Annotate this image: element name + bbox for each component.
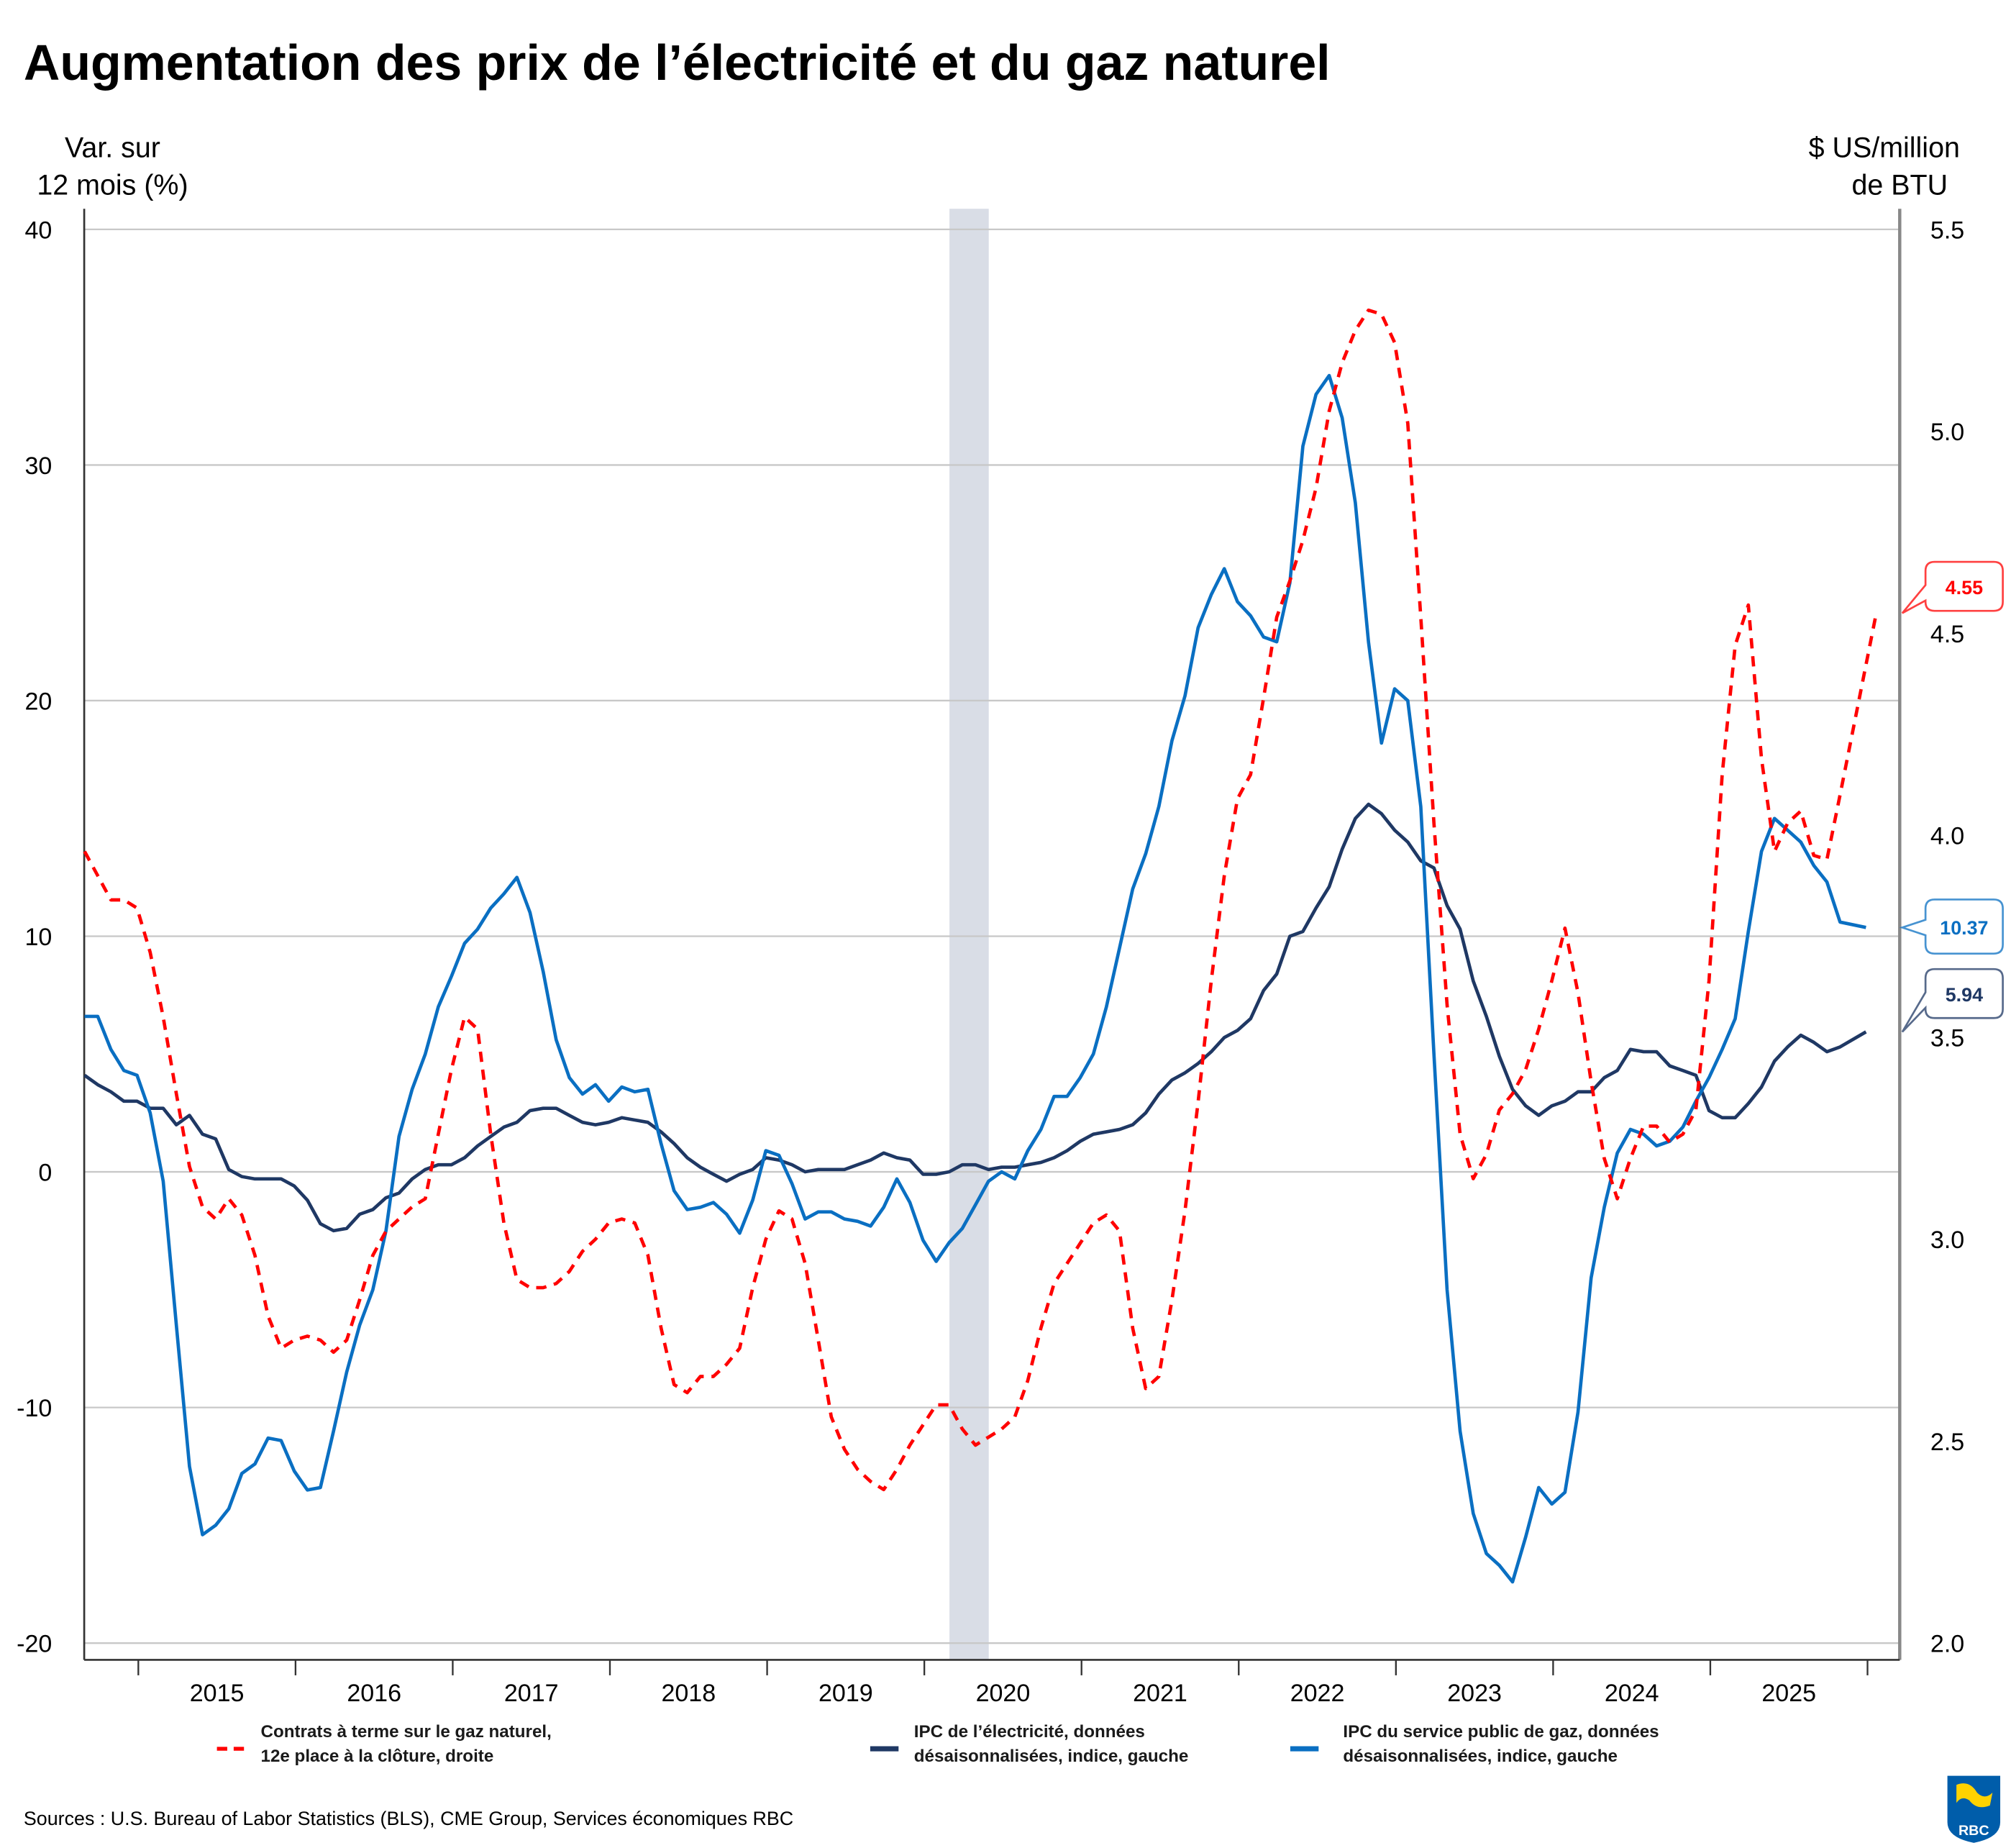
recession-shading <box>949 209 989 1660</box>
callout-electricity-cpi: 5.94 <box>1901 968 2004 1033</box>
left-axis-title-line2: 12 mois (%) <box>37 170 188 201</box>
legend-item-gas-utility-cpi: IPC du service public de gaz, données dé… <box>1290 1722 1659 1766</box>
last-value-callouts: 4.55 10.37 5.94 <box>1899 560 2004 1033</box>
left-axis-title-line1: Var. sur <box>65 132 160 164</box>
callout-box <box>1901 968 2004 1033</box>
right-tick-label: 4.5 <box>1930 621 1964 648</box>
axes <box>83 209 1902 1661</box>
x-tick-label: 2016 <box>347 1680 401 1707</box>
right-tick-label: 3.5 <box>1930 1024 1964 1052</box>
callout-gas-futures: 4.55 <box>1901 560 2004 614</box>
right-tick-label: 2.0 <box>1930 1631 1964 1658</box>
rbc-logo: RBC <box>1947 1775 2001 1843</box>
x-tick-label: 2015 <box>190 1680 245 1707</box>
legend-label: désaisonnalisées, indice, gauche <box>914 1747 1189 1766</box>
right-axis-title-line2: de BTU <box>1851 170 1948 201</box>
left-tick-label: 20 <box>24 688 52 716</box>
right-tick-label: 3.0 <box>1930 1226 1964 1254</box>
x-tick-label: 2017 <box>504 1680 559 1707</box>
gridlines <box>84 228 1900 1644</box>
recession-band <box>949 209 989 1660</box>
x-axis-ticks: 2015 2016 2017 2018 2019 2020 2021 2022 2023 2024… <box>137 1660 1869 1707</box>
callout-value: 10.37 <box>1940 917 1988 939</box>
left-tick-label: -20 <box>17 1631 52 1658</box>
legend-item-gas-futures: Contrats à terme sur le gaz naturel, 12e… <box>216 1722 552 1766</box>
chart-title: Augmentation des prix de l’électricité e… <box>24 35 1331 91</box>
series-electricity-cpi <box>83 802 1867 1233</box>
legend: Contrats à terme sur le gaz naturel, 12e… <box>216 1722 1659 1766</box>
left-tick-label: 10 <box>24 924 52 951</box>
source-note: Sources : U.S. Bureau of Labor Statistic… <box>24 1808 793 1829</box>
x-tick-label: 2020 <box>976 1680 1031 1707</box>
series-lines <box>83 308 1878 1584</box>
left-tick-label: -10 <box>17 1395 52 1422</box>
left-tick-label: 40 <box>24 217 52 244</box>
x-tick-label: 2019 <box>818 1680 873 1707</box>
right-axis-ticks: 5.5 5.0 4.5 4.0 3.5 3.0 2.5 2.0 <box>1930 217 1964 1657</box>
callout-box <box>1901 560 2004 614</box>
legend-label: IPC de l’électricité, données <box>914 1722 1145 1742</box>
right-axis-title-line1: $ US/million <box>1809 132 1960 164</box>
left-axis-ticks: 40 30 20 10 0 -10 -20 <box>17 217 52 1657</box>
x-tick-label: 2021 <box>1133 1680 1187 1707</box>
x-tick-label: 2018 <box>661 1680 716 1707</box>
right-tick-label: 5.5 <box>1930 217 1964 244</box>
x-tick-label: 2023 <box>1447 1680 1502 1707</box>
legend-label: Contrats à terme sur le gaz naturel, <box>261 1722 552 1742</box>
svg-text:RBC: RBC <box>1958 1823 1989 1839</box>
legend-label: IPC du service public de gaz, données <box>1343 1722 1659 1742</box>
legend-label: désaisonnalisées, indice, gauche <box>1343 1747 1618 1766</box>
x-tick-label: 2024 <box>1605 1680 1659 1707</box>
legend-label: 12e place à la clôture, droite <box>261 1747 494 1766</box>
callout-gas-utility-cpi: 10.37 <box>1899 898 2004 955</box>
left-tick-label: 30 <box>24 452 52 480</box>
x-tick-label: 2025 <box>1761 1680 1816 1707</box>
series-gas-utility-cpi <box>84 373 1866 1584</box>
right-tick-label: 2.5 <box>1930 1429 1964 1456</box>
right-tick-label: 5.0 <box>1930 419 1964 446</box>
x-tick-label: 2022 <box>1290 1680 1345 1707</box>
right-tick-label: 4.0 <box>1930 823 1964 850</box>
callout-value: 5.94 <box>1946 984 1983 1006</box>
legend-item-electricity-cpi: IPC de l’électricité, données désaisonna… <box>870 1722 1188 1766</box>
left-tick-label: 0 <box>38 1160 52 1187</box>
callout-box <box>1899 898 2004 955</box>
callout-value: 4.55 <box>1946 577 1983 598</box>
